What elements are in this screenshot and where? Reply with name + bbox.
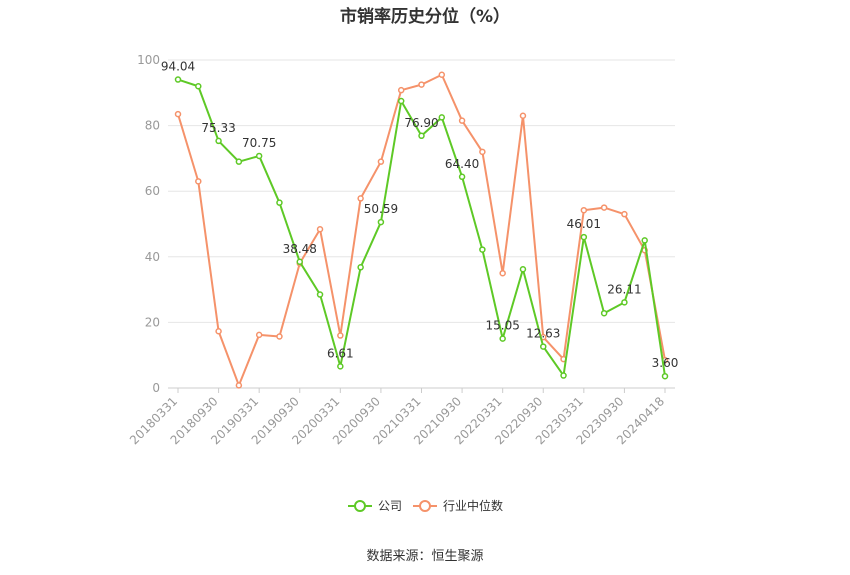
data-label: 70.75 (242, 136, 276, 150)
legend-label: 公司 (378, 499, 402, 513)
data-label: 46.01 (567, 217, 601, 231)
data-point (195, 82, 202, 90)
data-point (337, 363, 344, 370)
data-label: 38.48 (283, 242, 317, 256)
data-point (661, 372, 669, 380)
data-point (397, 97, 405, 105)
data-point (276, 199, 283, 206)
chart-title: 市销率历史分位（%） (339, 7, 511, 27)
data-point (377, 218, 385, 226)
data-point (397, 86, 405, 94)
data-point (479, 246, 486, 253)
data-point (600, 204, 608, 211)
data-point (377, 158, 385, 165)
data-label: 75.33 (201, 121, 235, 135)
data-label: 15.05 (485, 319, 519, 333)
grid-layer (168, 59, 675, 323)
data-point (418, 132, 425, 140)
data-point (458, 117, 466, 124)
data-point (357, 195, 364, 202)
data-label: 64.40 (445, 157, 479, 171)
data-point (316, 291, 324, 298)
data-label-layer: 94.04 75.33 70.75 38.48 6.61 50.59 76.90 64.40 1… (161, 60, 679, 371)
data-point (499, 335, 506, 342)
y-tick-label: 40 (145, 250, 160, 264)
data-point (641, 237, 648, 244)
data-label: 50.59 (364, 202, 398, 216)
data-point (600, 309, 608, 317)
y-tick-label: 0 (152, 381, 160, 395)
source-note: 数据来源：恒生聚源 (366, 549, 484, 564)
legend: 公司 行业中位数 (348, 498, 503, 513)
data-point (255, 152, 263, 160)
data-point (296, 258, 303, 266)
data-point (276, 333, 283, 340)
data-point (174, 110, 182, 118)
legend-swatch-marker (419, 500, 431, 512)
data-label: 3.60 (652, 356, 679, 370)
y-tick-label: 80 (145, 119, 160, 133)
data-point (418, 81, 425, 88)
data-label: 76.90 (404, 116, 438, 130)
data-point (580, 233, 588, 241)
data-point (174, 76, 182, 83)
data-label: 6.61 (327, 346, 354, 360)
axis-layer: 0204060801002018033120180930201903312019… (127, 53, 675, 447)
data-point (255, 331, 263, 339)
data-point (560, 372, 567, 379)
y-tick-label: 60 (145, 184, 160, 198)
data-point (235, 158, 243, 165)
data-point (540, 343, 547, 350)
y-tick-label: 100 (137, 53, 160, 67)
data-point (235, 382, 243, 389)
series-layer (174, 71, 669, 389)
data-point (316, 225, 324, 233)
data-point (215, 137, 222, 145)
data-point (337, 332, 344, 339)
data-point (519, 112, 527, 120)
data-point (357, 264, 364, 271)
data-point (438, 71, 446, 79)
data-point (621, 210, 628, 218)
data-point (438, 114, 446, 121)
legend-label: 行业中位数 (443, 498, 503, 513)
data-label: 12.63 (526, 327, 560, 341)
data-point (621, 299, 628, 306)
data-point (499, 269, 506, 277)
data-label: 26.11 (607, 282, 641, 296)
data-point (458, 173, 466, 181)
data-point (479, 148, 486, 156)
data-point (195, 178, 202, 185)
data-label: 94.04 (161, 60, 195, 74)
legend-swatch-marker (354, 500, 366, 512)
data-point (215, 328, 222, 335)
y-tick-label: 20 (145, 315, 160, 329)
data-point (519, 266, 527, 273)
data-point (580, 206, 588, 214)
